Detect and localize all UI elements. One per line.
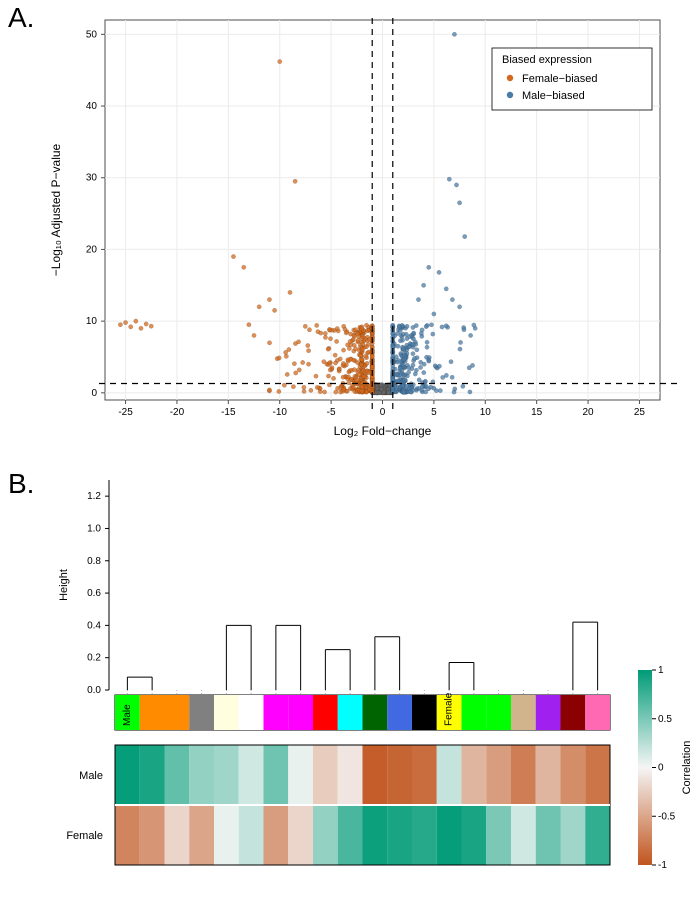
- svg-text:1.2: 1.2: [87, 491, 101, 502]
- dendrogram-heatmap: 0.0 0.2 0.4 0.6 0.8 1.0 1.2 Height Male Female Mal…: [0, 470, 696, 924]
- svg-text:-0.5: -0.5: [658, 811, 676, 822]
- svg-text:0.4: 0.4: [87, 620, 101, 631]
- svg-text:0.5: 0.5: [658, 714, 672, 725]
- svg-text:5: 5: [431, 407, 437, 418]
- svg-text:0.0: 0.0: [87, 685, 101, 696]
- svg-text:50: 50: [86, 29, 98, 40]
- svg-text:30: 30: [86, 173, 98, 184]
- svg-text:−Log₁₀ Adjusted P−value: −Log₁₀ Adjusted P−value: [49, 143, 63, 276]
- svg-text:0.2: 0.2: [87, 653, 101, 664]
- svg-text:0: 0: [658, 763, 664, 774]
- svg-text:15: 15: [531, 407, 543, 418]
- svg-text:Correlation: Correlation: [681, 741, 693, 795]
- svg-text:-20: -20: [170, 407, 185, 418]
- svg-text:10: 10: [86, 316, 98, 327]
- svg-text:Female−biased: Female−biased: [522, 73, 598, 85]
- svg-text:0.6: 0.6: [87, 588, 101, 599]
- volcano-plot: -25 -20 -15 -10 -5 0 5 10 15 20 25 0 10 20 30 40 50 Log₂ …: [0, 0, 696, 470]
- svg-text:1: 1: [658, 665, 664, 676]
- svg-text:0: 0: [380, 407, 386, 418]
- svg-text:1.0: 1.0: [87, 523, 101, 534]
- svg-text:-15: -15: [221, 407, 236, 418]
- svg-text:20: 20: [582, 407, 594, 418]
- svg-text:Female: Female: [444, 692, 455, 726]
- svg-text:20: 20: [86, 244, 98, 255]
- svg-text:-25: -25: [118, 407, 133, 418]
- svg-text:-1: -1: [658, 860, 667, 871]
- svg-text:Biased expression: Biased expression: [502, 54, 592, 66]
- svg-text:Female: Female: [66, 830, 103, 842]
- svg-text:Male: Male: [122, 704, 133, 726]
- svg-text:10: 10: [480, 407, 492, 418]
- svg-text:Male: Male: [79, 770, 103, 782]
- svg-text:0.8: 0.8: [87, 556, 101, 567]
- svg-text:40: 40: [86, 101, 98, 112]
- svg-text:-5: -5: [327, 407, 336, 418]
- svg-text:Height: Height: [58, 569, 70, 601]
- svg-text:Log₂ Fold−change: Log₂ Fold−change: [334, 424, 432, 438]
- svg-text:-10: -10: [272, 407, 287, 418]
- svg-text:25: 25: [634, 407, 646, 418]
- svg-text:Male−biased: Male−biased: [522, 90, 585, 102]
- svg-text:0: 0: [91, 388, 97, 399]
